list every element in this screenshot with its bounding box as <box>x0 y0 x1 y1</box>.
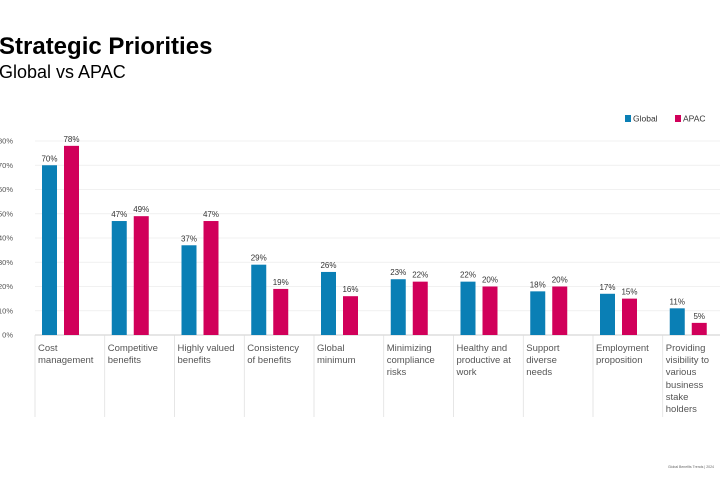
category-label: Support diverse needs <box>526 343 560 379</box>
legend: Global APAC <box>625 114 706 124</box>
category-label: Providing visibility to various business… <box>665 343 710 416</box>
bar-apac <box>691 322 707 335</box>
category-label: Competitive benefits <box>107 343 158 367</box>
bar-apac <box>412 281 428 335</box>
bar-global <box>600 293 615 335</box>
data-label: 16% <box>342 285 358 294</box>
y-tick-label: 70% <box>0 161 13 170</box>
category-label: Cost management <box>38 343 94 367</box>
bar-global <box>251 264 267 335</box>
data-label: 20% <box>482 276 498 285</box>
category-label: Minimizing compliance risks <box>386 343 435 379</box>
bar-apac <box>64 145 79 335</box>
bar-global <box>669 308 685 335</box>
category-label: Global minimum <box>317 343 356 367</box>
footer-note: Global Benefits Trends | 2024 <box>667 465 714 469</box>
category-label: Healthy and productive at work <box>456 343 511 379</box>
legend-label-global: Global <box>633 114 658 124</box>
data-label: 15% <box>621 288 637 297</box>
category-label: Consistency of benefits <box>247 343 299 367</box>
data-label: 20% <box>552 276 568 285</box>
legend-swatch-apac <box>675 115 681 122</box>
data-label: 23% <box>390 268 406 277</box>
data-label: 29% <box>251 254 267 263</box>
data-label: 37% <box>181 234 197 243</box>
chart-subtitle: Global vs APAC <box>0 62 126 82</box>
y-tick-label: 40% <box>0 234 13 243</box>
data-label: 49% <box>133 205 149 214</box>
category-separators <box>34 335 664 417</box>
data-label: 5% <box>693 312 705 321</box>
data-label: 47% <box>111 210 127 219</box>
data-label: 26% <box>320 261 336 270</box>
data-label: 17% <box>599 283 615 292</box>
legend-label-apac: APAC <box>683 114 706 124</box>
bar-apac <box>343 296 358 335</box>
bars <box>42 145 707 335</box>
legend-swatch-global <box>625 115 631 122</box>
bar-global <box>42 165 57 335</box>
y-tick-label: 20% <box>0 282 13 291</box>
data-label: 70% <box>41 154 57 163</box>
category-label: Highly valued benefits <box>177 343 235 367</box>
data-label: 22% <box>460 271 476 280</box>
bar-apac <box>203 221 219 335</box>
category-label: Employment proposition <box>596 343 649 367</box>
y-tick-label: 80% <box>0 137 13 146</box>
bar-global <box>390 279 406 335</box>
bar-global <box>460 281 476 335</box>
bar-apac <box>552 286 568 335</box>
bar-apac <box>482 286 498 335</box>
data-label: 18% <box>530 280 546 289</box>
bar-global <box>181 245 197 335</box>
y-tick-label: 10% <box>0 306 13 315</box>
data-labels: 70% 47% 37% 29% 26% 23% 22% 18% 17% 11% 78% 49% 47% 1… <box>41 135 705 321</box>
y-tick-label: 30% <box>0 258 13 267</box>
data-label: 11% <box>670 297 685 306</box>
y-tick-label: 0% <box>2 331 13 340</box>
data-label: 47% <box>203 210 219 219</box>
bar-global <box>321 271 336 335</box>
bar-apac <box>273 288 289 335</box>
data-label: 78% <box>63 135 79 144</box>
bar-apac <box>622 298 637 335</box>
bar-apac <box>133 216 149 335</box>
y-axis-ticks: 0% 10% 20% 30% 40% 50% 60% 70% 80% <box>0 137 13 340</box>
chart-title: Strategic Priorities <box>0 33 213 60</box>
bar-global <box>530 291 546 335</box>
data-label: 22% <box>412 271 428 280</box>
bar-global <box>111 221 127 335</box>
y-tick-label: 60% <box>0 185 13 194</box>
data-label: 19% <box>273 278 289 287</box>
y-tick-label: 50% <box>0 209 13 218</box>
